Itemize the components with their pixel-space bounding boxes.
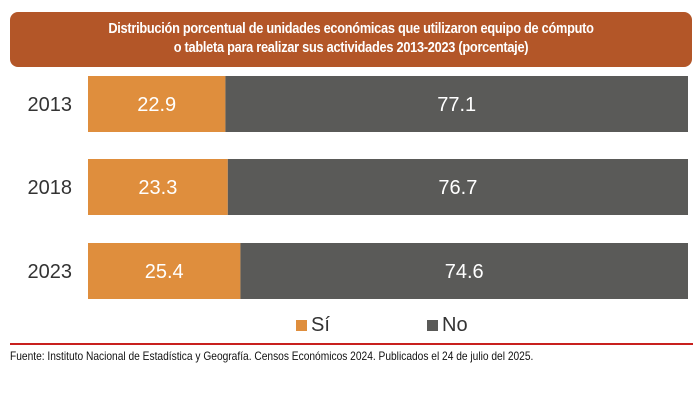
legend: Sí No [0,314,700,338]
legend-swatch-no [427,320,438,331]
chart-title-banner: Distribución porcentual de unidades econ… [10,12,692,67]
bar-si-2018 [88,159,228,215]
data-label-no-2013: 77.1 [437,94,476,116]
chart-title-line-2: o tableta para realizar sus actividades … [173,40,529,56]
bar-si-2013 [88,76,226,132]
legend-item-no: No [427,314,468,337]
bar-no-2013 [225,76,688,132]
legend-label-si: Sí [311,314,330,336]
bar-no-2023 [240,243,688,299]
chart-title-line-1: Distribución porcentual de unidades econ… [108,21,594,37]
legend-label-no: No [442,314,468,336]
source-footnote: Fuente: Instituto Nacional de Estadístic… [10,349,534,363]
bar-no-2018 [227,159,689,215]
legend-item-si: Sí [296,314,330,337]
category-label-2018: 2018 [28,177,73,199]
category-label-2023: 2023 [28,261,73,283]
category-label-2013: 2013 [28,94,73,116]
bar-si-2023 [88,243,241,299]
divider-rule [10,343,693,345]
data-label-si-2023: 25.4 [145,261,184,283]
data-label-no-2018: 76.7 [438,177,477,199]
data-label-si-2018: 23.3 [138,177,177,199]
data-label-no-2023: 74.6 [445,261,484,283]
legend-swatch-si [296,320,307,331]
data-label-si-2013: 22.9 [137,94,176,116]
